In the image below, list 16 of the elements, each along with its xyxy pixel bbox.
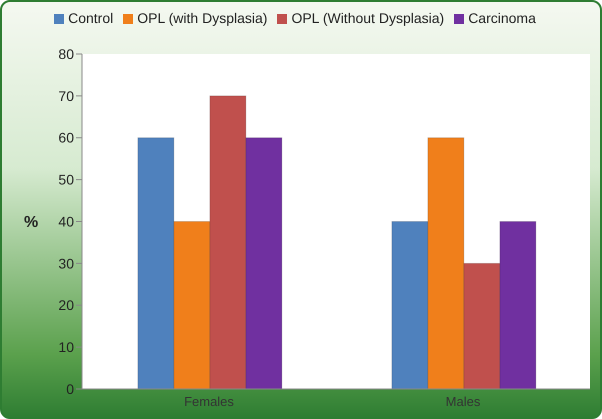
y-tick-label: 50 <box>58 172 74 188</box>
legend-label: Control <box>68 10 114 26</box>
y-tick-label: 70 <box>58 88 74 104</box>
y-tick-label: 10 <box>58 339 74 356</box>
x-tick-label: Males <box>446 394 481 410</box>
y-tick-label: 30 <box>58 255 74 272</box>
legend-label: OPL (Without Dysplasia) <box>291 10 444 26</box>
y-tick-label: 60 <box>58 130 74 146</box>
y-tick-label: 20 <box>58 297 74 314</box>
y-tick-label: 40 <box>58 213 74 230</box>
y-tick-label: 0 <box>66 380 74 397</box>
x-tick-label: Females <box>184 394 234 410</box>
y-axis-title: % <box>24 214 38 232</box>
legend-label: OPL (with Dysplasia) <box>137 10 268 26</box>
y-tick-label: 80 <box>58 46 74 62</box>
legend-label: Carcinoma <box>468 10 536 26</box>
